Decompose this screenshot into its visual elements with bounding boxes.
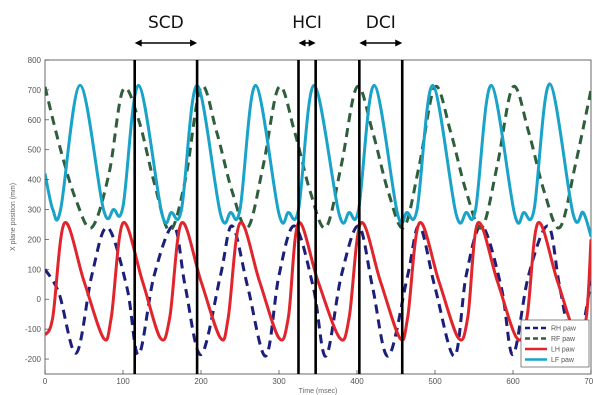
- x-tick-label: 300: [272, 377, 286, 386]
- series-line-rf-paw: [45, 84, 591, 232]
- y-tick-label: -200: [25, 355, 42, 364]
- dci-label: DCI: [366, 13, 396, 33]
- x-tick-label: 400: [350, 377, 364, 386]
- y-tick-label: 500: [28, 146, 42, 155]
- series-layer: [45, 82, 591, 358]
- dci-arrow-left-head: [359, 39, 367, 47]
- scd-label: SCD: [148, 13, 184, 33]
- x-axis-label: Time (msec): [299, 388, 338, 395]
- x-tick-label: 100: [116, 377, 130, 386]
- y-tick-label: 700: [28, 86, 42, 95]
- legend-label: LH paw: [551, 347, 576, 354]
- tick-labels-layer: -200 -100 0 100 200 300 400 500 600 700 800 0 100 200…: [25, 56, 593, 386]
- plot-frame: [44, 59, 592, 375]
- legend-label: LF paw: [551, 357, 575, 364]
- y-tick-label: -100: [25, 325, 42, 334]
- y-tick-label: 0: [37, 295, 42, 304]
- y-tick-label: 300: [28, 206, 42, 215]
- marker-annotations: SCD HCI DCI: [134, 13, 403, 47]
- hci-arrow-right-head: [308, 39, 316, 47]
- y-tick-label: 100: [28, 265, 42, 274]
- series-line-lf-paw: [45, 82, 591, 237]
- y-tick-label: 600: [28, 116, 42, 125]
- marker-lines-layer: [133, 60, 404, 374]
- scd-arrow-left-head: [134, 39, 142, 47]
- legend-label: RH paw: [551, 326, 577, 333]
- y-tick-label: 800: [28, 56, 42, 65]
- legend-label: RF paw: [551, 336, 576, 343]
- hci-arrow-left-head: [298, 39, 306, 47]
- x-tick-label: 700: [584, 377, 593, 386]
- series-line-rh-paw: [45, 224, 591, 358]
- y-tick-label: 200: [28, 235, 42, 244]
- series-line-lh-paw: [45, 221, 591, 342]
- y-tick-label: 400: [28, 176, 42, 185]
- hci-label: HCI: [292, 13, 322, 33]
- x-tick-label: 500: [428, 377, 442, 386]
- dci-arrow-right-head: [395, 39, 403, 47]
- x-tick-label: 0: [43, 377, 48, 386]
- scd-arrow-right-head: [190, 39, 198, 47]
- legend: RH paw RF paw LH paw LF paw: [520, 319, 590, 368]
- x-tick-label: 600: [506, 377, 520, 386]
- y-axis-label: X plane position (mm): [10, 183, 17, 251]
- plot-area-border: [44, 59, 592, 375]
- x-tick-label: 200: [194, 377, 208, 386]
